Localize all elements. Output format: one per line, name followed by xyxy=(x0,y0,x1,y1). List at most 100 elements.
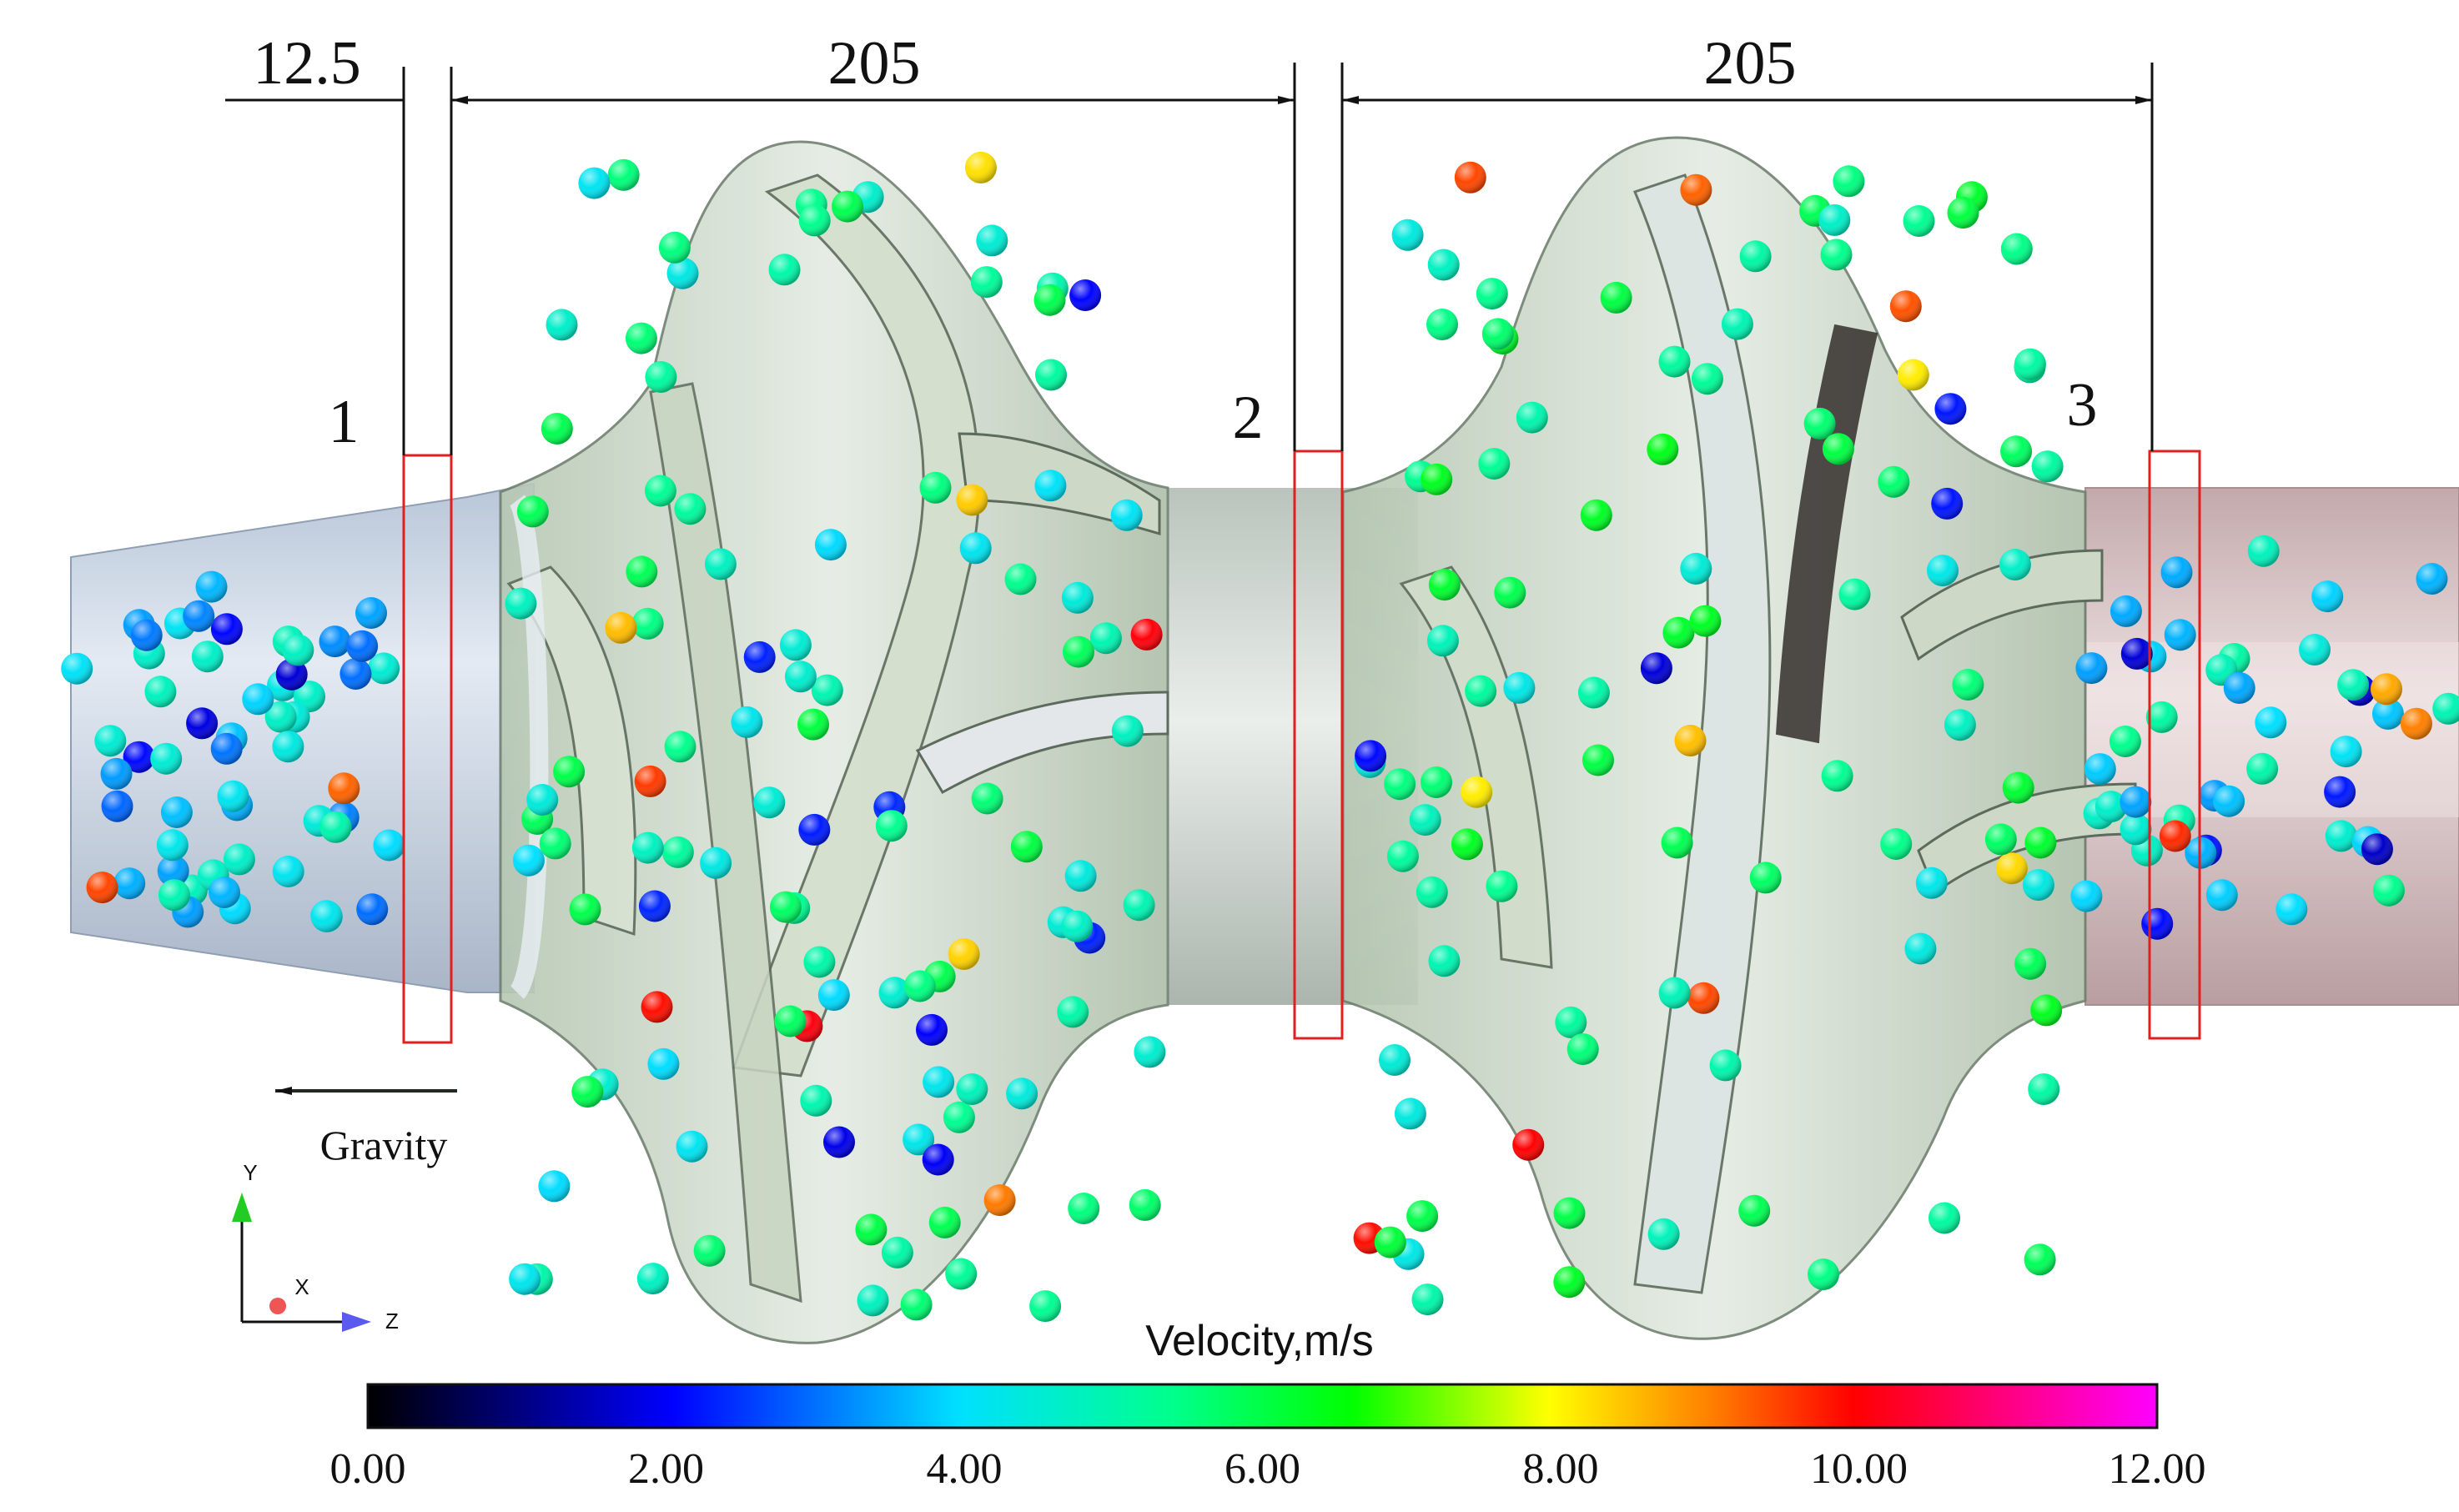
gravity-label: Gravity xyxy=(320,1122,448,1168)
particle-shading xyxy=(1674,725,1707,756)
particle-shading xyxy=(1476,278,1508,310)
particle-shading xyxy=(553,756,586,788)
particle-shading xyxy=(546,309,578,341)
particle-shading xyxy=(578,167,611,199)
particle-shading xyxy=(328,772,360,805)
particle-shading xyxy=(693,1234,726,1267)
particle-shading xyxy=(903,970,936,1002)
axis-label-z: Z xyxy=(385,1309,399,1334)
x-axis-dot xyxy=(269,1298,286,1314)
colorbar-tick-label: 4.00 xyxy=(927,1445,1003,1493)
particle-shading xyxy=(1984,823,2017,856)
particle-shading xyxy=(156,829,189,861)
particle-shading xyxy=(1421,766,1452,798)
particle-shading xyxy=(923,1066,955,1098)
particle-shading xyxy=(2014,947,2047,980)
particle-shading xyxy=(814,529,847,561)
particle-shading xyxy=(1427,249,1460,281)
particle-shading xyxy=(1658,345,1691,378)
particle-shading xyxy=(1006,1077,1038,1110)
section-markers: 1 2 3 xyxy=(329,371,2201,1044)
particle-shading xyxy=(1709,1049,1742,1082)
particle-shading xyxy=(1640,652,1672,685)
particle-shading xyxy=(509,1263,541,1295)
particle-shading xyxy=(1555,1006,1587,1038)
axis-label-y: Y xyxy=(243,1160,257,1185)
particle-shading xyxy=(919,471,952,504)
particle-shading xyxy=(242,683,274,716)
particle-shading xyxy=(571,1076,604,1108)
particle-shading xyxy=(631,831,664,864)
particle-shading xyxy=(1577,676,1610,709)
particle-shading xyxy=(2159,820,2191,852)
impeller-1-hub-ring xyxy=(509,495,549,999)
particle-shading xyxy=(1934,393,1967,425)
particle-shading xyxy=(1580,499,1612,531)
particle-shading xyxy=(2330,736,2362,768)
particle-shading xyxy=(666,257,699,289)
particle-shading xyxy=(2028,1073,2060,1105)
particle-shading xyxy=(959,532,992,565)
particle-shading xyxy=(1061,910,1094,942)
particle-shading xyxy=(605,611,637,644)
particle-shading xyxy=(1999,549,2031,580)
particle-shading xyxy=(1063,635,1094,668)
particle-shading xyxy=(101,790,133,822)
particle-shading xyxy=(282,634,314,666)
particle-shading xyxy=(2299,634,2331,666)
particle-shading xyxy=(768,254,801,286)
particle-shading xyxy=(607,158,640,191)
particle-shading xyxy=(1034,470,1067,502)
particle-shading xyxy=(731,706,763,738)
particle-shading xyxy=(123,741,155,773)
particle-shading xyxy=(636,1263,669,1295)
dimension-span-1-2: 205 xyxy=(828,29,921,98)
colorbar-tick-label: 2.00 xyxy=(628,1445,704,1493)
colorbar-gradient xyxy=(366,1383,2159,1429)
particle-shading xyxy=(2030,994,2063,1027)
particle-shading xyxy=(1820,239,1853,271)
particle-shading xyxy=(658,231,691,264)
particle-shading xyxy=(346,630,379,662)
particle-shading xyxy=(1110,499,1143,531)
particle-shading xyxy=(1689,605,1722,637)
particle-shading xyxy=(2109,726,2141,757)
particle-shading xyxy=(928,1206,961,1238)
dimension-span-2-3: 205 xyxy=(1704,29,1797,98)
particle-shading xyxy=(769,891,802,923)
particle-shading xyxy=(1749,861,1782,894)
particle-shading xyxy=(1687,982,1720,1014)
particle-shading xyxy=(2024,1243,2056,1276)
particle-shading xyxy=(1035,359,1067,391)
particle-shading xyxy=(1451,828,1483,861)
particle-shading xyxy=(922,1143,954,1176)
particle-shading xyxy=(1384,768,1416,801)
particle-shading xyxy=(2120,813,2152,846)
section-box-2 xyxy=(1293,450,1344,1040)
particle-shading xyxy=(774,1005,807,1037)
colorbar-tick-label: 6.00 xyxy=(1224,1445,1300,1493)
particle-shading xyxy=(2246,752,2279,785)
particle-shading xyxy=(811,674,843,706)
particle-shading xyxy=(638,890,671,922)
particle-shading xyxy=(1662,616,1695,649)
particle-shading xyxy=(1721,308,1753,340)
particle-shading xyxy=(355,597,387,629)
particle-shading xyxy=(2000,233,2033,265)
particle-shading xyxy=(817,979,850,1012)
particle-shading xyxy=(1355,740,1387,772)
particle-shading xyxy=(1068,1193,1100,1224)
particle-shading xyxy=(210,613,243,645)
particle-shading xyxy=(1553,1197,1586,1229)
impeller-2-blade-d xyxy=(1900,549,2104,661)
particle-shading xyxy=(803,946,836,978)
particle-shading xyxy=(2223,671,2255,704)
particle-shading xyxy=(1880,828,1913,860)
particle-shading xyxy=(1428,945,1461,977)
section-label-1: 1 xyxy=(329,388,360,456)
particle-shading xyxy=(1647,1218,1680,1250)
colorbar-ticks: 0.00 2.00 4.00 6.00 8.00 10.00 12.00 xyxy=(330,1445,2206,1493)
particle-shading xyxy=(1600,281,1632,314)
section-label-3: 3 xyxy=(2067,371,2098,440)
particle-shading xyxy=(674,493,707,525)
